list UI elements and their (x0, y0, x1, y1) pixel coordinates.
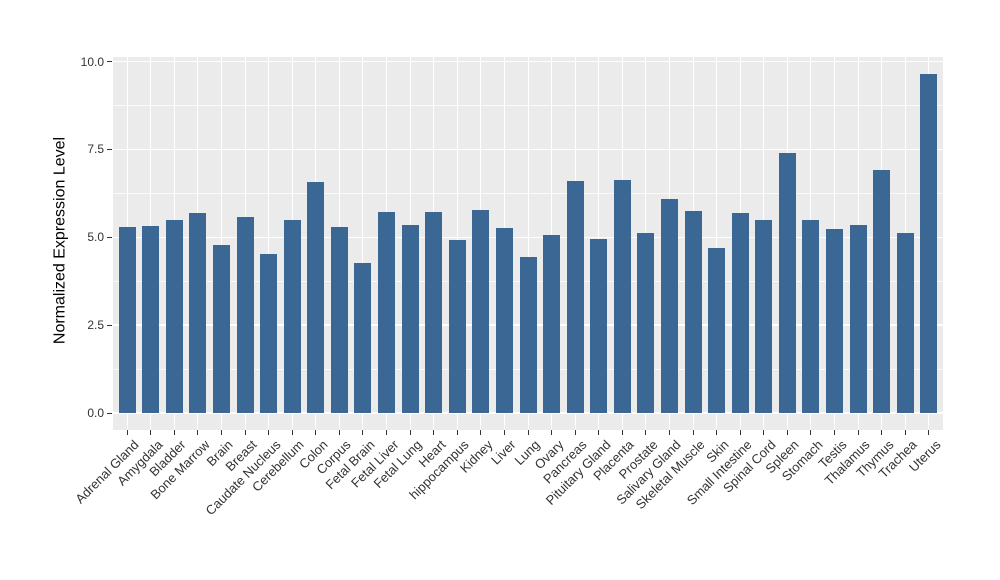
bar-cerebellum (283, 220, 301, 413)
bar-heart (425, 211, 443, 413)
y-tick-label: 5.0 (87, 230, 104, 245)
x-tick-mark (173, 430, 175, 435)
gridline-vertical (362, 57, 364, 430)
x-tick-mark (456, 430, 458, 435)
x-tick-mark (315, 430, 317, 435)
x-tick-mark (480, 430, 482, 435)
x-tick-mark (220, 430, 222, 435)
bar-adrenal-gland (118, 227, 136, 413)
y-tick-mark (107, 148, 112, 150)
bar-pituitary-gland (590, 239, 608, 413)
bar-lung (519, 257, 537, 413)
gridline-vertical (268, 57, 270, 430)
bar-breast (236, 216, 254, 413)
x-tick-mark (668, 430, 670, 435)
x-tick-mark (244, 430, 246, 435)
bar-hippocampus (448, 239, 466, 413)
bar-spinal-cord (755, 220, 773, 413)
bar-fetal-lung (401, 225, 419, 413)
x-tick-mark (268, 430, 270, 435)
bar-liver (495, 228, 513, 413)
x-tick-mark (598, 430, 600, 435)
bar-skeletal-muscle (684, 210, 702, 413)
gridline-vertical (527, 57, 529, 430)
x-tick-mark (881, 430, 883, 435)
bar-trachea (896, 233, 914, 413)
x-tick-mark (197, 430, 199, 435)
x-tick-mark (527, 430, 529, 435)
x-tick-mark (433, 430, 435, 435)
bar-bladder (165, 220, 183, 413)
x-tick-mark (739, 430, 741, 435)
bar-brain (212, 245, 230, 413)
y-tick-mark (107, 324, 112, 326)
gridline-vertical (220, 57, 222, 430)
x-tick-mark (928, 430, 930, 435)
bar-salivary-gland (660, 198, 678, 413)
y-tick-label: 0.0 (87, 406, 104, 420)
y-tick-mark (107, 61, 112, 63)
y-tick-label: 10.0 (80, 54, 104, 69)
bar-skin (708, 247, 726, 413)
x-tick-mark (574, 430, 576, 435)
bar-colon (307, 181, 325, 413)
bar-kidney (472, 209, 490, 413)
x-tick-mark (645, 430, 647, 435)
x-tick-mark (362, 430, 364, 435)
y-tick-mark (107, 236, 112, 238)
bar-pancreas (566, 180, 584, 413)
bar-placenta (613, 179, 631, 413)
x-tick-mark (716, 430, 718, 435)
bar-corpus (330, 226, 348, 413)
x-tick-mark (409, 430, 411, 435)
x-tick-mark (857, 430, 859, 435)
bar-ovary (543, 234, 561, 413)
bar-testis (826, 229, 844, 413)
bar-bone-marrow (189, 213, 207, 413)
x-tick-mark (386, 430, 388, 435)
y-tick-label: 2.5 (87, 318, 104, 333)
x-tick-mark (692, 430, 694, 435)
x-tick-mark (904, 430, 906, 435)
x-tick-mark (338, 430, 340, 435)
x-tick-mark (763, 430, 765, 435)
bar-thalamus (849, 225, 867, 413)
x-tick-mark (786, 430, 788, 435)
bar-uterus (920, 73, 938, 413)
bar-fetal-liver (378, 211, 396, 413)
bar-caudate-nucleus (260, 254, 278, 413)
bar-fetal-brain (354, 262, 372, 413)
bar-spleen (778, 152, 796, 413)
bar-thymus (873, 169, 891, 413)
gridline-vertical (716, 57, 718, 430)
x-tick-mark (834, 430, 836, 435)
x-tick-mark (810, 430, 812, 435)
plot-panel (113, 57, 943, 430)
x-tick-mark (621, 430, 623, 435)
bar-prostate (637, 233, 655, 413)
x-tick-mark (551, 430, 553, 435)
x-tick-mark (503, 430, 505, 435)
x-tick-mark (126, 430, 128, 435)
bar-stomach (802, 220, 820, 413)
bar-amygdala (142, 226, 160, 413)
y-tick-label: 7.5 (87, 142, 104, 157)
x-tick-mark (150, 430, 152, 435)
y-tick-mark (107, 412, 112, 414)
bar-small-intestine (731, 212, 749, 413)
x-tick-mark (291, 430, 293, 435)
